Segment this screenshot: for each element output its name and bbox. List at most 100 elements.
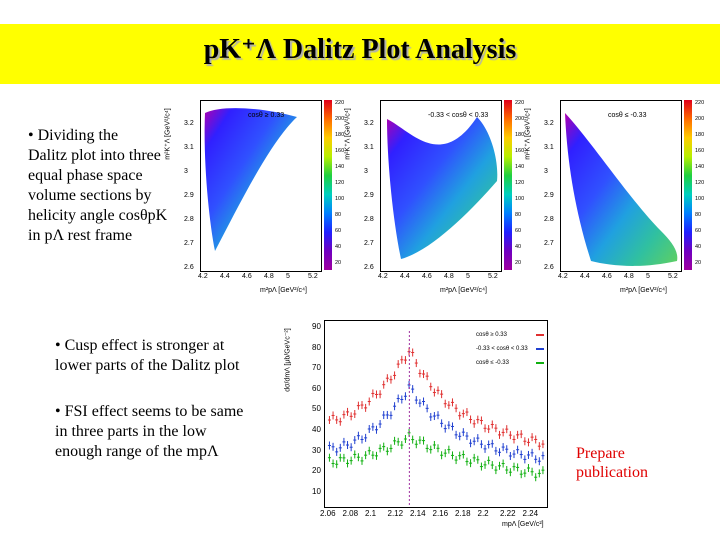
z-tick-label: 80 xyxy=(515,212,522,218)
bullet-line: • Cusp effect is stronger at xyxy=(55,337,225,354)
x-tick-label: 4.2 xyxy=(198,273,208,280)
dalitz-density-band xyxy=(204,108,297,251)
dalitz-panel: 3.2 3.1 3 2.9 2.8 2.7 2.6 4.2 4.4 4.6 4.8 5 5.2 m²pΛ … xyxy=(345,100,534,310)
x-tick-label: 2.18 xyxy=(455,509,471,518)
color-scale-bar xyxy=(324,100,332,270)
legend-entry: -0.33 < cosθ < 0.33 xyxy=(476,346,528,352)
z-tick-label: 20 xyxy=(515,260,522,266)
prepare-publication-note: Prepare publication xyxy=(576,444,648,482)
y-tick-label: 3.1 xyxy=(544,144,554,151)
dalitz-panel: 3.2 3.1 3 2.9 2.8 2.7 2.6 4.2 4.4 4.6 4.8 5 5.2 m²pΛ … xyxy=(165,100,354,310)
x-tick-label: 2.1 xyxy=(365,509,377,518)
x-axis-label: mpΛ [GeV/c²] xyxy=(502,521,544,528)
y-tick-label: 3 xyxy=(184,168,188,175)
title-banner xyxy=(0,24,720,84)
y-tick-label: 60 xyxy=(312,383,321,393)
y-tick-label: 3.2 xyxy=(184,120,194,127)
z-tick-label: 40 xyxy=(335,244,342,250)
dalitz-plot-area xyxy=(380,100,502,272)
z-tick-label: 200 xyxy=(335,116,345,122)
z-tick-label: 120 xyxy=(335,180,345,186)
x-tick-label: 4.6 xyxy=(422,273,432,280)
y-tick-label: 20 xyxy=(312,466,321,476)
invariant-mass-spectrum: cosθ ≥ 0.33 -0.33 < cosθ < 0.33 cosθ ≤ -0.… xyxy=(285,316,558,532)
bullet-fsi-effect: • FSI effect seems to be same in three p… xyxy=(55,402,305,462)
y-tick-label: 3 xyxy=(364,168,368,175)
z-tick-label: 60 xyxy=(695,228,702,234)
spectrum-svg xyxy=(327,331,545,507)
z-tick-label: 160 xyxy=(515,148,525,154)
x-tick-label: 2.24 xyxy=(522,509,539,518)
dalitz-panel: 3.2 3.1 3 2.9 2.8 2.7 2.6 4.2 4.4 4.6 4.8 5 5.2 m²pΛ … xyxy=(525,100,714,310)
z-tick-label: 40 xyxy=(515,244,522,250)
z-tick-label: 100 xyxy=(335,196,345,202)
bullet-cusp-effect: • Cusp effect is stronger at lower parts… xyxy=(55,336,295,376)
legend-entry: cosθ ≤ -0.33 xyxy=(476,360,509,366)
bullet-line: Dalitz plot into three xyxy=(28,147,161,164)
y-tick-label: 2.7 xyxy=(544,240,554,247)
color-scale-bar xyxy=(504,100,512,270)
y-tick-label: 40 xyxy=(312,425,321,434)
x-tick-label: 2.08 xyxy=(342,509,359,518)
z-tick-label: 220 xyxy=(695,100,705,106)
z-tick-label: 160 xyxy=(695,148,705,154)
z-tick-label: 200 xyxy=(515,116,525,122)
x-tick-label: 4.2 xyxy=(378,273,388,280)
x-tick-label: 2.22 xyxy=(500,509,516,518)
y-tick-label: 2.8 xyxy=(364,216,374,223)
y-tick-label: 2.6 xyxy=(184,264,194,271)
bullet-line: helicity angle cosθpΚ xyxy=(28,207,168,224)
legend-entry: cosθ ≥ 0.33 xyxy=(476,332,507,338)
x-tick-label: 4.4 xyxy=(400,273,410,280)
z-tick-label: 100 xyxy=(515,196,525,202)
y-axis-label: m²K⁺Λ [GeV²/c⁴] xyxy=(344,108,352,160)
legend-marker xyxy=(536,334,544,336)
bullet-line: • FSI effect seems to be same xyxy=(55,403,244,420)
x-axis-label: m²pΛ [GeV²/c⁴] xyxy=(440,287,487,294)
z-tick-label: 140 xyxy=(515,164,525,170)
x-tick-label: 4.8 xyxy=(264,273,274,280)
x-tick-label: 5.2 xyxy=(668,273,678,280)
z-tick-label: 20 xyxy=(695,260,702,266)
y-tick-label: 3.1 xyxy=(184,144,194,151)
bullet-line: lower parts of the Dalitz plot xyxy=(55,357,240,374)
x-tick-label: 5.2 xyxy=(308,273,318,280)
z-tick-label: 180 xyxy=(515,132,525,138)
dalitz-plot-area xyxy=(560,100,682,272)
x-tick-label: 2.2 xyxy=(477,509,489,518)
z-tick-label: 20 xyxy=(335,260,342,266)
bullet-line: in three parts in the low xyxy=(55,423,207,440)
legend-marker xyxy=(536,348,544,350)
z-tick-label: 180 xyxy=(695,132,705,138)
z-tick-label: 220 xyxy=(335,100,345,106)
y-tick-label: 2.9 xyxy=(364,192,374,199)
y-tick-label: 2.7 xyxy=(364,240,374,247)
spectrum-plot-area xyxy=(324,320,548,508)
z-tick-label: 180 xyxy=(335,132,345,138)
helicity-cut-label: cosθ ≤ -0.33 xyxy=(608,112,647,119)
helicity-cut-label: -0.33 < cosθ < 0.33 xyxy=(428,112,489,119)
slide-title: pΚ⁺Λ Dalitz Plot Analysis xyxy=(203,34,517,65)
x-tick-label: 2.16 xyxy=(432,509,449,518)
z-tick-label: 160 xyxy=(335,148,345,154)
y-tick-label: 2.6 xyxy=(544,264,554,271)
dalitz-region xyxy=(565,113,678,266)
bullet-line: volume sections by xyxy=(28,187,152,204)
note-line: Prepare xyxy=(576,445,625,462)
x-tick-label: 2.06 xyxy=(320,509,336,518)
y-tick-label: 2.8 xyxy=(184,216,194,223)
y-tick-label: 2.6 xyxy=(364,264,374,271)
y-tick-label: 3.2 xyxy=(544,120,554,127)
color-scale-bar xyxy=(684,100,692,270)
x-tick-label: 4.6 xyxy=(242,273,252,280)
note-line: publication xyxy=(576,464,648,481)
y-tick-label: 2.9 xyxy=(184,192,194,199)
bullet-line: enough range of the mpΛ xyxy=(55,443,219,460)
z-tick-label: 140 xyxy=(335,164,345,170)
z-tick-label: 80 xyxy=(335,212,342,218)
bullet-dalitz-division: • Dividing the Dalitz plot into three eq… xyxy=(28,126,188,246)
x-tick-label: 2.14 xyxy=(410,509,426,518)
z-tick-label: 40 xyxy=(695,244,702,250)
helicity-cut-label: cosθ ≥ 0.33 xyxy=(248,112,285,119)
bullet-line: in pΛ rest frame xyxy=(28,227,133,244)
